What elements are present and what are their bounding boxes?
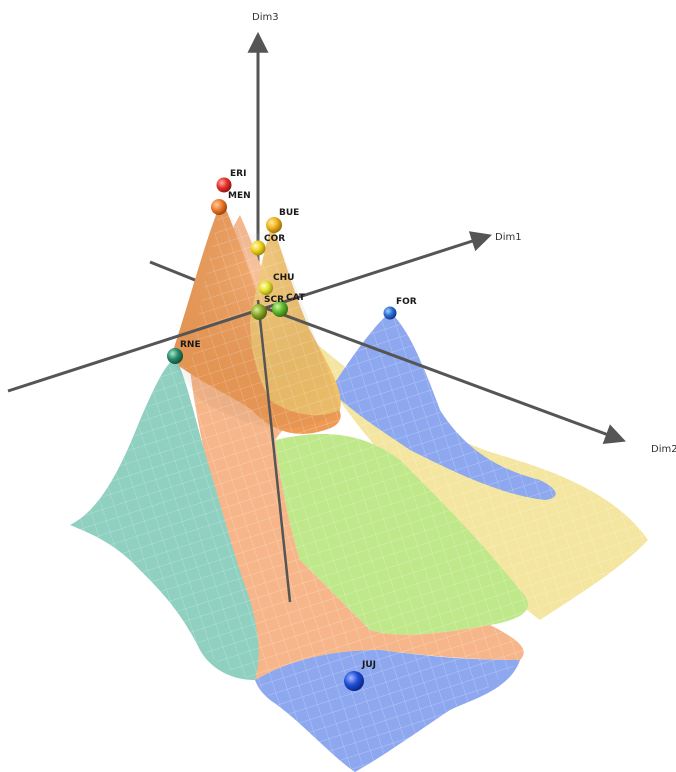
front-axes [7,231,626,603]
label-cor: COR [264,234,285,244]
point-cor [250,240,266,256]
axis-label-dim3: Dim3 [252,12,279,23]
point-men [211,199,227,215]
point-chu [259,281,273,295]
point-labels: ERI MEN BUE COR CHU SCR CAT FOR RNE JUJ [180,169,417,670]
point-cat [272,301,288,317]
label-rne: RNE [180,340,201,350]
label-scr: SCR [264,295,284,305]
axis-label-dim2: Dim2 [651,444,676,455]
label-for: FOR [396,297,417,307]
dim3-neg [256,299,292,603]
label-chu: CHU [273,273,294,283]
dim1-neg [7,306,266,393]
point-rne [167,348,183,364]
point-juj [344,671,364,691]
point-eri [216,177,232,193]
dim2-pos [264,306,626,445]
point-for [383,306,397,320]
label-bue: BUE [279,208,299,218]
point-bue [266,217,282,233]
label-cat: CAT [286,293,306,303]
label-men: MEN [228,191,251,201]
point-scr [251,304,267,320]
axis-label-dim1: Dim1 [495,232,522,243]
points [167,177,397,691]
label-juj: JUJ [361,660,376,670]
label-eri: ERI [230,169,246,179]
dim1-front [264,231,492,310]
